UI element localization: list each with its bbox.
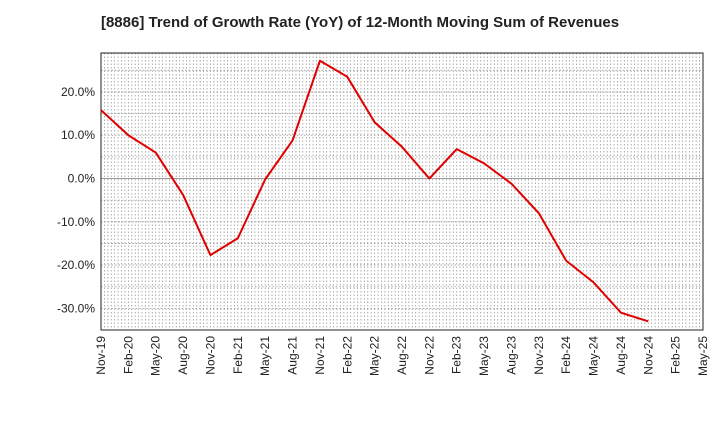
x-tick-label: Feb-24 (559, 336, 573, 374)
x-tick-label: May-23 (477, 336, 491, 376)
y-axis-tick-labels: 20.0% 10.0% 0.0% -10.0% -20.0% -30.0% (57, 85, 95, 315)
x-tick-label: May-25 (696, 336, 710, 376)
y-tick-label: 10.0% (61, 128, 95, 142)
x-tick-label: May-20 (149, 336, 163, 376)
series-line-0 (100, 59, 649, 323)
x-tick-label: Feb-20 (121, 336, 135, 374)
x-tick-label: Nov-22 (422, 336, 436, 375)
x-tick-label: May-24 (587, 336, 601, 376)
x-tick-label: Aug-20 (176, 336, 190, 375)
x-tick-label: Nov-19 (94, 336, 108, 375)
chart-title: [8886] Trend of Growth Rate (YoY) of 12-… (100, 14, 620, 31)
x-tick-label: Aug-23 (504, 336, 518, 375)
x-tick-label: Feb-23 (450, 336, 464, 374)
x-tick-label: Feb-21 (231, 336, 245, 374)
x-tick-label: Feb-25 (669, 336, 683, 374)
y-tick-label: 20.0% (61, 85, 95, 99)
plot-area-frame (100, 52, 704, 331)
x-axis-tick-labels: Nov-19 Feb-20 May-20 Aug-20 Nov-20 Feb-21 May-… (94, 336, 710, 376)
x-tick-label: Nov-21 (313, 336, 327, 375)
x-tick-label: Nov-23 (532, 336, 546, 375)
x-tick-label: Aug-24 (614, 336, 628, 375)
x-tick-label: Aug-21 (286, 336, 300, 375)
x-tick-label: May-21 (258, 336, 272, 376)
y-tick-label: -20.0% (57, 258, 95, 272)
x-tick-label: May-22 (368, 336, 382, 376)
grid (101, 53, 703, 330)
x-tick-label: Aug-22 (395, 336, 409, 375)
y-tick-label: 0.0% (68, 172, 96, 186)
series-layer (100, 59, 649, 323)
y-tick-label: -30.0% (57, 301, 95, 315)
x-tick-label: Nov-20 (203, 336, 217, 375)
x-tick-label: Nov-24 (641, 336, 655, 375)
y-tick-label: -10.0% (57, 215, 95, 229)
x-tick-label: Feb-22 (340, 336, 354, 374)
